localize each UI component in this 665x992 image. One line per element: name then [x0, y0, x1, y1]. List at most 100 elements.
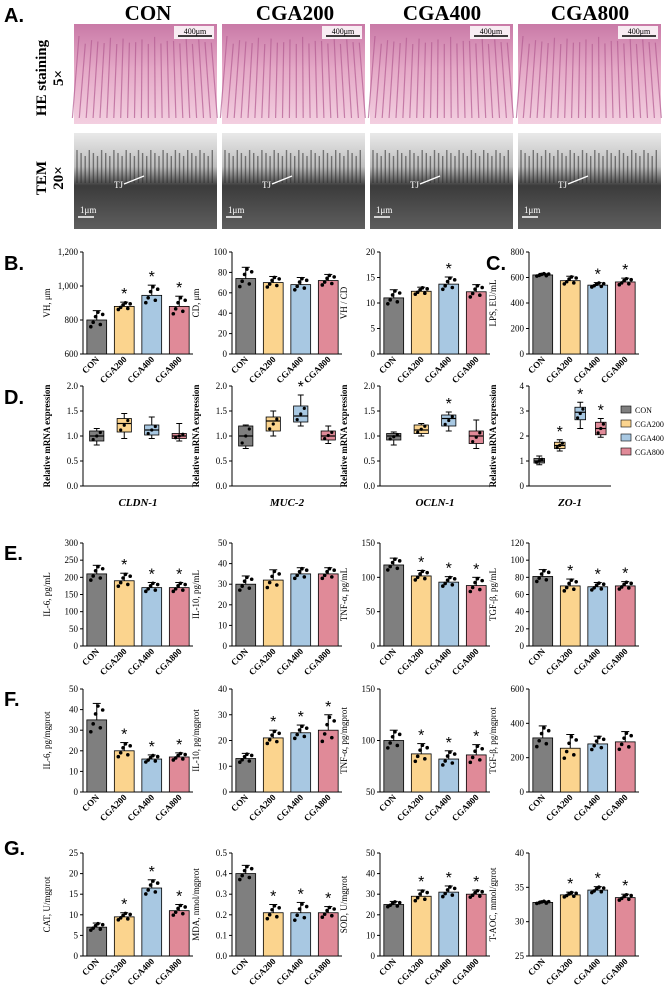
data-point	[574, 891, 578, 896]
data-point	[569, 578, 574, 582]
data-point	[245, 575, 249, 580]
panel-label-e: E.	[4, 543, 23, 565]
data-point	[388, 298, 392, 302]
data-point	[393, 900, 397, 904]
data-point	[395, 743, 400, 748]
villus-line	[577, 42, 581, 119]
data-point	[572, 753, 576, 757]
x-tick-label: CON	[377, 792, 399, 814]
y-tick-label: 10	[366, 930, 376, 940]
data-point	[151, 879, 155, 883]
data-point	[238, 588, 242, 592]
data-point	[325, 276, 329, 281]
bar-cga800	[168, 910, 190, 957]
bar-cga400	[290, 732, 312, 793]
data-point	[144, 589, 148, 594]
data-point	[299, 412, 303, 416]
he-image-cga400: 400μm	[367, 24, 514, 124]
villus-line	[314, 40, 318, 119]
villus-line	[254, 37, 260, 119]
data-point	[470, 893, 475, 897]
data-point	[128, 744, 132, 748]
data-point	[441, 287, 445, 292]
y-tick-label: 300	[65, 538, 79, 548]
villus-line	[226, 43, 234, 119]
x-tick-label: CGA800	[599, 354, 630, 385]
chart-e4: 0 20 40 60 80 100 120 TGF-β, pg/mL CONCGA200CGA4…	[488, 538, 639, 677]
data-point	[171, 589, 176, 594]
data-point	[242, 579, 247, 584]
tj-arrow	[419, 175, 441, 185]
y-tick-label: 4	[520, 381, 525, 391]
data-point	[297, 569, 302, 574]
data-point	[397, 291, 402, 295]
bar-con	[532, 902, 554, 957]
bar-con	[86, 319, 108, 355]
villus-line	[506, 42, 514, 119]
data-point	[470, 755, 475, 760]
x-tick-label: CGA800	[599, 792, 630, 823]
villus-line	[327, 43, 332, 119]
y-tick-label: 20	[69, 746, 79, 756]
data-point	[599, 745, 604, 750]
chart-d3: 0.0 0.5 1.0 1.5 2.0 Relative mRNA expression O…	[339, 381, 490, 509]
data-point	[534, 460, 539, 464]
x-tick-label: CGA800	[450, 646, 481, 677]
x-axis-title: CLDN-1	[118, 497, 157, 509]
x-tick-label: CGA200	[98, 646, 129, 677]
y-axis-title: TGF-β, pg/mgprot	[488, 707, 498, 774]
villus-line	[564, 38, 568, 119]
data-point	[123, 572, 128, 577]
bar-cga800	[465, 893, 487, 957]
data-point	[629, 581, 633, 586]
y-tick-label: 50	[69, 684, 79, 694]
data-point	[601, 281, 606, 286]
villus-line	[436, 39, 439, 119]
y-tick-label: 10	[366, 298, 376, 308]
data-point	[596, 431, 600, 435]
data-point	[148, 289, 153, 294]
data-point	[423, 576, 427, 581]
tj-arrow	[271, 175, 293, 185]
data-point	[388, 741, 392, 745]
data-point	[564, 749, 569, 754]
data-point	[173, 756, 178, 760]
y-tick-label: 0.0	[216, 951, 228, 961]
data-point	[546, 570, 551, 575]
villus-line	[462, 40, 466, 119]
data-point	[478, 431, 482, 435]
data-point	[629, 893, 633, 898]
y-tick-label: 0.5	[364, 456, 376, 466]
significance-star: *	[176, 737, 182, 754]
data-point	[448, 885, 452, 889]
x-tick-label: CGA400	[125, 956, 156, 987]
y-tick-label: 0	[371, 641, 376, 651]
data-point	[413, 292, 418, 297]
x-tick-label: CGA800	[450, 354, 481, 385]
data-point	[619, 896, 624, 901]
data-point	[300, 566, 304, 571]
data-point	[413, 898, 418, 903]
y-tick-label: 120	[511, 538, 525, 548]
significance-star: *	[149, 864, 155, 881]
x-tick-label: CON	[377, 646, 399, 668]
legend-label-cga400: CGA400	[635, 434, 664, 443]
data-point	[416, 430, 420, 434]
data-point	[445, 888, 450, 892]
x-axis-title: OCLN-1	[415, 497, 454, 509]
significance-star: *	[446, 735, 452, 752]
y-tick-label: 40	[515, 607, 525, 617]
significance-star: *	[418, 728, 424, 745]
data-point	[562, 589, 567, 593]
data-point	[423, 757, 427, 761]
villus-line	[388, 41, 395, 119]
villus-line	[487, 43, 494, 119]
data-point	[247, 875, 252, 880]
y-axis-title: IL-10, pg/mgprot	[191, 709, 201, 772]
data-point	[267, 282, 272, 286]
group-header-cga400: CGA400	[403, 1, 481, 25]
data-point	[121, 746, 125, 750]
data-point	[558, 443, 562, 447]
x-tick-label: CGA200	[247, 646, 278, 677]
